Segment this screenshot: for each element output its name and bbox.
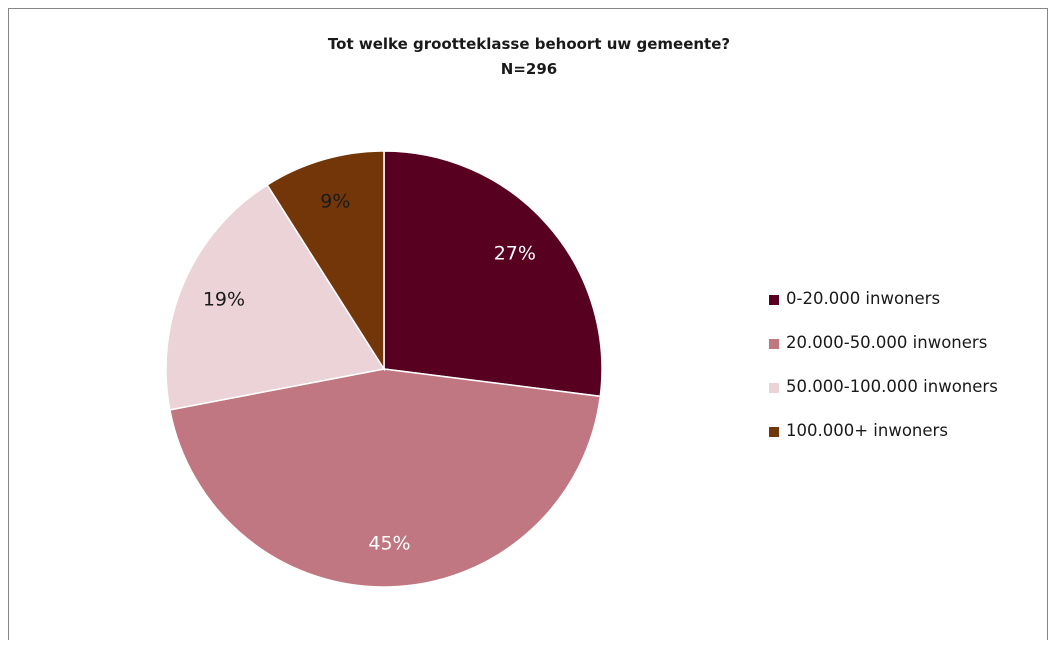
legend-item-2: 20.000-50.000 inwoners: [769, 333, 1049, 356]
legend-label-1: 0-20.000 inwoners: [786, 289, 941, 308]
legend: 0-20.000 inwoners 20.000-50.000 inwoners 5…: [769, 289, 1049, 465]
pie-slice-labels: 27% 45% 19% 9%: [203, 191, 536, 555]
legend-swatch-3: [769, 383, 779, 393]
pie-slices: [165, 150, 603, 588]
slice-data-label-1: 27%: [494, 243, 536, 265]
slice-data-label-4: 9%: [320, 191, 350, 213]
chart-subtitle: N=296: [500, 60, 558, 78]
legend-item-1: 0-20.000 inwoners: [769, 289, 1049, 312]
pie-slice-1: [383, 150, 603, 398]
pie-slice-2: [168, 368, 602, 588]
legend-label-2: 20.000-50.000 inwoners: [786, 333, 988, 352]
slice-data-label-3: 19%: [203, 289, 245, 311]
legend-swatch-4: [769, 427, 779, 437]
legend-item-4: 100.000+ inwoners: [769, 421, 1049, 444]
chart-title: Tot welke grootteklasse behoort uw gemee…: [327, 35, 731, 53]
pie-slice-4: [266, 150, 385, 372]
pie-chart: 27% 45% 19% 9%: [165, 150, 603, 588]
legend-label-4: 100.000+ inwoners: [786, 421, 948, 440]
legend-swatch-1: [769, 295, 779, 305]
legend-swatch-2: [769, 339, 779, 349]
chart-area: Tot welke grootteklasse behoort uw gemee…: [8, 8, 1048, 640]
slice-data-label-2: 45%: [368, 532, 410, 554]
legend-label-3: 50.000-100.000 inwoners: [786, 377, 998, 396]
pie-slice-3: [165, 183, 386, 411]
legend-item-3: 50.000-100.000 inwoners: [769, 377, 1049, 400]
